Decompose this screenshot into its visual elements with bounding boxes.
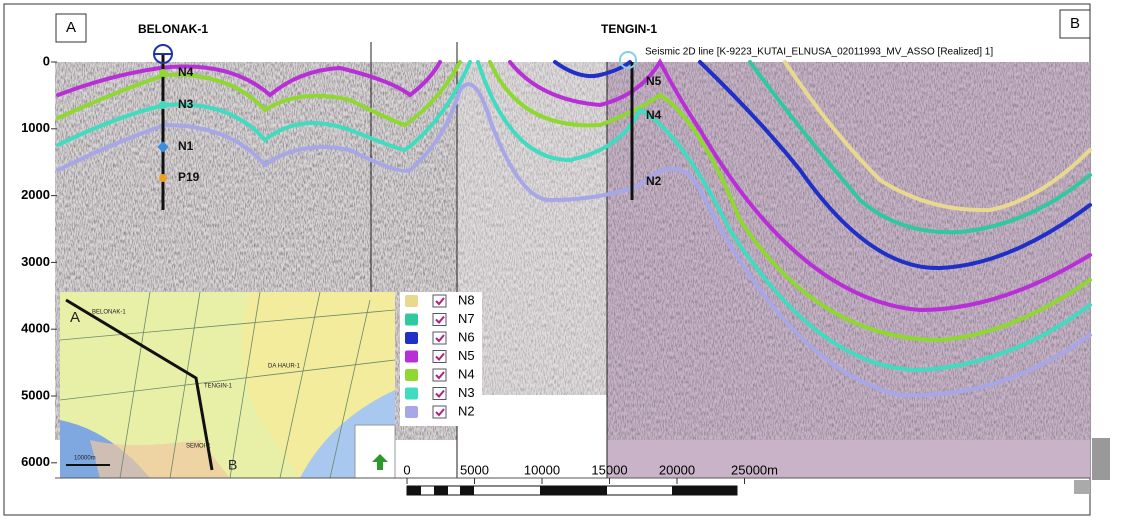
legend-icon (405, 313, 418, 326)
horizon (56, 60, 462, 128)
distance-tick-label: 0 (403, 462, 410, 477)
legend-label: N3 (458, 385, 475, 400)
map-label: 10000m (74, 456, 96, 462)
legend-icon (405, 332, 418, 344)
legend-check (435, 371, 445, 380)
legend-icon (405, 387, 418, 400)
section-end-label: A (66, 19, 76, 36)
well-marker-label: N4 (646, 108, 662, 122)
horizon (783, 60, 1092, 213)
legend-icon (405, 295, 418, 307)
line-title: Seismic 2D line [K-9223_KUTAI_ELNUSA_020… (645, 47, 993, 58)
horizon (508, 57, 1092, 313)
well-marker-label: N4 (178, 65, 194, 79)
well-pick (159, 101, 167, 109)
horizon (56, 60, 442, 98)
depth-tick-label: 5000 (21, 387, 50, 402)
well-name: TENGIN-1 (601, 22, 657, 36)
well-pick (159, 69, 167, 77)
well-pick (159, 174, 167, 182)
depth-tick-label: 3000 (21, 254, 50, 269)
horizon (56, 82, 1092, 398)
legend-check (435, 297, 445, 306)
horizon (698, 60, 1092, 271)
legend-check (435, 315, 445, 324)
label-box (55, 13, 87, 43)
distance-tick-label: 25000m (731, 462, 778, 477)
horizon (56, 60, 472, 153)
legend-label: N8 (458, 292, 475, 307)
well-symbol (619, 51, 637, 69)
legend-label: N4 (458, 366, 475, 381)
depth-tick-label: 0 (43, 53, 50, 68)
legend-check (435, 389, 445, 398)
well-marker-label: N1 (178, 139, 194, 153)
legend-checkbox (432, 294, 447, 308)
map-label: BELONAK-1 (92, 310, 126, 316)
horizon (476, 60, 1092, 373)
legend-checkbox (432, 331, 447, 345)
legend-checkbox (432, 387, 447, 400)
well-marker-label: N5 (646, 74, 662, 88)
scroll-thumb (1074, 480, 1090, 494)
depth-tick-label: 1000 (21, 120, 50, 135)
horizons (56, 57, 1092, 398)
legend-label: N7 (458, 311, 475, 326)
map-zone (60, 292, 300, 478)
map-label: B (228, 457, 237, 473)
well-marker-label: N2 (646, 174, 662, 188)
map-lines (59, 291, 396, 479)
distance-tick-label: 20000 (659, 462, 695, 477)
legend-checkbox (432, 350, 447, 363)
scroll-thumb (1092, 438, 1110, 480)
legend-label: N6 (458, 329, 475, 344)
legend-check (435, 334, 445, 343)
legend-check (435, 352, 445, 361)
legend-checkbox (432, 405, 447, 419)
horizon (488, 60, 1092, 343)
depth-tick-label: 2000 (21, 187, 50, 202)
distance-tick-label: 10000 (524, 462, 560, 477)
legend-checkbox (432, 313, 447, 326)
well-marker-label: N3 (178, 97, 194, 111)
map-label: TENGIN-1 (204, 384, 233, 390)
map-box (354, 424, 396, 479)
map-inset (59, 291, 396, 479)
legend-checkbox (432, 368, 447, 382)
label-box (1059, 9, 1091, 39)
horizon (748, 60, 1092, 235)
legend-label: N5 (458, 348, 475, 363)
map-label: DA HAUR-1 (268, 364, 301, 370)
distance-tick-label: 5000 (460, 462, 489, 477)
seismic-right-noise (607, 62, 1090, 440)
legend-icon (405, 350, 418, 363)
well-marker-label: P19 (178, 170, 200, 184)
depth-tick-label: 6000 (21, 454, 50, 469)
map-label: A (70, 309, 80, 326)
legend-icon (405, 369, 418, 381)
legend-icon (405, 406, 418, 418)
seismic-right-bottom (607, 440, 1090, 478)
depth-tick-label: 4000 (21, 321, 50, 336)
legend-check (435, 408, 445, 417)
scale-segments (407, 486, 737, 495)
distance-tick-label: 15000 (591, 462, 627, 477)
section-trace (65, 298, 214, 471)
well-name: BELONAK-1 (138, 22, 208, 36)
well-pick (157, 141, 169, 153)
section-end-label: B (1070, 15, 1080, 32)
map-label: SEMOI-1 (186, 444, 211, 450)
north-arrow (372, 454, 388, 470)
legend-label: N2 (458, 403, 475, 418)
